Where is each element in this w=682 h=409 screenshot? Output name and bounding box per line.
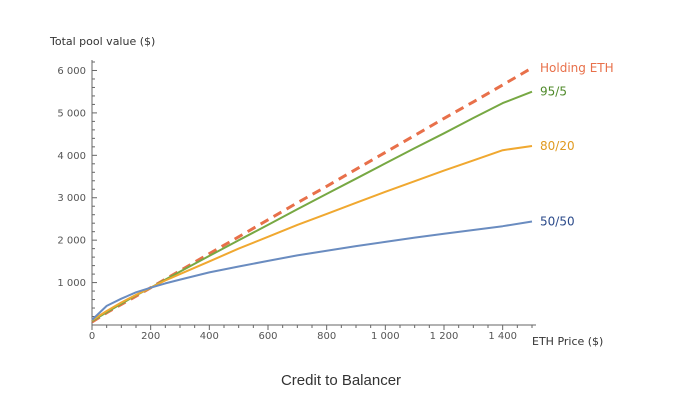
- series-lines: [91, 66, 533, 324]
- x-tick-label: 400: [200, 331, 219, 342]
- series-label-holding-eth: Holding ETH: [540, 61, 614, 75]
- x-tick-label: 1 200: [430, 331, 459, 342]
- chart: Total pool value ($) ETH Price ($) 0 200 4…: [49, 35, 614, 348]
- x-axis-title: ETH Price ($): [532, 335, 603, 348]
- series-line-95-5: [91, 90, 533, 323]
- y-axis-title: Total pool value ($): [49, 35, 155, 48]
- y-tick-label: 6 000: [57, 66, 86, 77]
- x-tick-label: 0: [89, 331, 95, 342]
- series-labels: Holding ETH 95/5 80/20 50/50: [540, 61, 614, 229]
- series-line-50-50: [91, 220, 533, 321]
- y-tick-label: 2 000: [57, 236, 86, 247]
- series-label-95-5: 95/5: [540, 85, 567, 99]
- x-tick-label: 200: [141, 331, 160, 342]
- x-tick-label: 800: [317, 331, 336, 342]
- x-tick-label: 1 400: [488, 331, 517, 342]
- x-tick-label: 1 000: [371, 331, 400, 342]
- series-line-80-20: [91, 145, 533, 322]
- y-tick-label: 1 000: [57, 278, 86, 289]
- y-tick-label: 4 000: [57, 151, 86, 162]
- chart-caption: Credit to Balancer: [280, 372, 402, 389]
- series-label-80-20: 80/20: [540, 139, 575, 153]
- y-tick-label: 5 000: [57, 108, 86, 119]
- axes: 0 200 400 600 800 1 000 1 200 1 400 1 000 2 000 3 …: [57, 60, 536, 342]
- y-tick-label: 3 000: [57, 193, 86, 204]
- x-tick-label: 600: [258, 331, 277, 342]
- series-label-50-50: 50/50: [540, 214, 575, 228]
